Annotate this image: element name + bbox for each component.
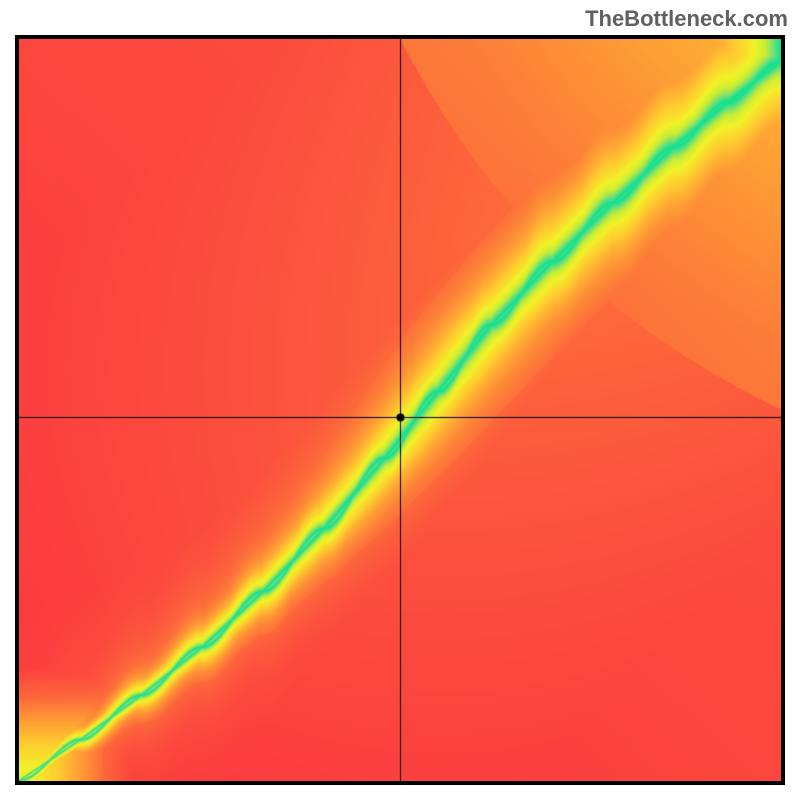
chart-container: TheBottleneck.com [0,0,800,800]
heatmap-canvas [19,39,781,781]
heatmap-plot [15,35,785,785]
watermark-text: TheBottleneck.com [585,6,788,32]
